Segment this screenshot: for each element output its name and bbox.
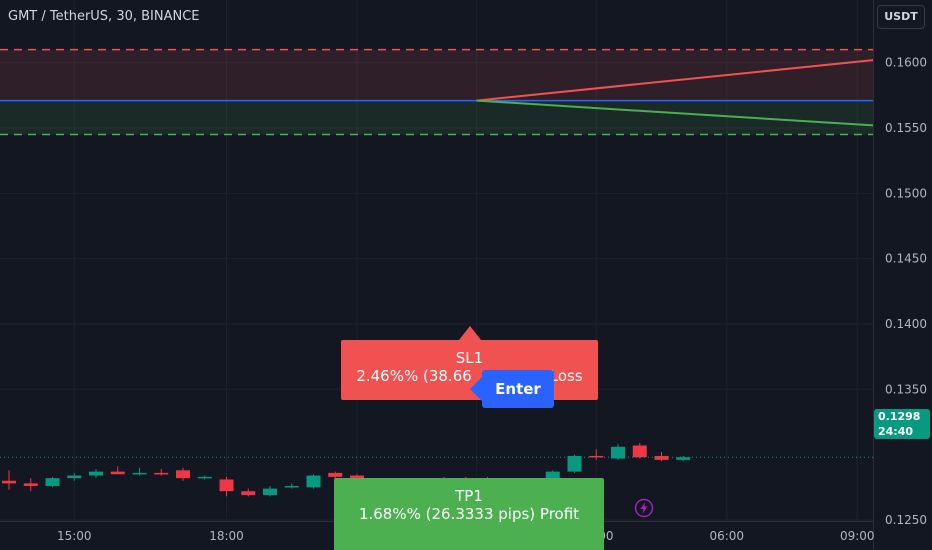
candle-body	[611, 446, 625, 459]
tp-title: TP1	[455, 487, 483, 505]
price-tick-label: 0.1500	[885, 186, 927, 200]
candle-body	[176, 470, 190, 479]
time-tick-label: 18:00	[209, 529, 244, 543]
candle-body	[45, 478, 60, 486]
sl-pointer	[459, 326, 481, 340]
candle-body	[154, 472, 169, 475]
candle-body	[89, 471, 103, 476]
time-tick-label: 06:00	[709, 529, 744, 543]
candle-body	[654, 455, 669, 460]
candle-body	[350, 475, 364, 479]
candle-body	[263, 488, 277, 496]
time-tick-label: 15:00	[57, 529, 92, 543]
candle-body	[23, 483, 38, 486]
price-tick-label: 0.1250	[885, 513, 927, 527]
take-profit-label: TP1 1.68%% (26.3333 pips) Profit	[334, 478, 604, 550]
sl-detail-start: 2.46%% (38.66	[356, 367, 472, 385]
bar-countdown: 24:40	[874, 424, 930, 439]
candle-body	[306, 475, 321, 488]
sl-projection-line	[476, 59, 874, 102]
sl-detail-end: Loss	[549, 367, 583, 385]
time-tick-label: 09:00	[840, 529, 875, 543]
take-profit-zone	[0, 100, 873, 135]
price-tick-label: 0.1350	[885, 382, 927, 396]
lightning-icon[interactable]	[634, 498, 654, 518]
candle-body	[632, 445, 647, 458]
symbol-title[interactable]: GMT / TetherUS, 30, BINANCE	[8, 9, 200, 24]
candle-body	[241, 491, 256, 496]
tp-detail: 1.68%% (26.3333 pips) Profit	[358, 505, 580, 523]
currency-button[interactable]: USDT	[877, 5, 925, 29]
enter-pointer	[470, 377, 482, 401]
candle-body	[110, 471, 125, 475]
candle-body	[67, 475, 82, 479]
candle-body	[132, 472, 147, 475]
price-axis: 0.1600 0.1550 0.1500 0.1450 0.1400 0.1350 0.12…	[885, 56, 927, 527]
candle-body	[197, 476, 212, 479]
trade-zones	[0, 49, 873, 135]
trade-levels	[0, 48, 874, 136]
last-price-label: 0.1298	[874, 409, 930, 424]
stop-loss-zone	[0, 49, 873, 101]
sl-title: SL1	[455, 349, 484, 367]
candle-body	[284, 485, 299, 488]
candle-body	[567, 455, 582, 472]
sl-detail: 2.46%% (38.66 Loss	[341, 367, 598, 385]
tp-projection-line	[476, 99, 874, 127]
price-tick-label: 0.1400	[885, 317, 927, 331]
price-tick-label: 0.1600	[885, 56, 927, 70]
candle-body	[219, 479, 234, 492]
candle-body	[676, 457, 691, 460]
enter-label[interactable]: Enter	[482, 370, 554, 408]
price-tick-label: 0.1550	[885, 121, 927, 135]
stop-loss-label: SL1 2.46%% (38.66 Loss	[341, 340, 598, 400]
price-tick-label: 0.1450	[885, 252, 927, 266]
candle-body	[328, 472, 343, 477]
candle-body	[2, 480, 16, 484]
candle-body	[589, 455, 604, 458]
